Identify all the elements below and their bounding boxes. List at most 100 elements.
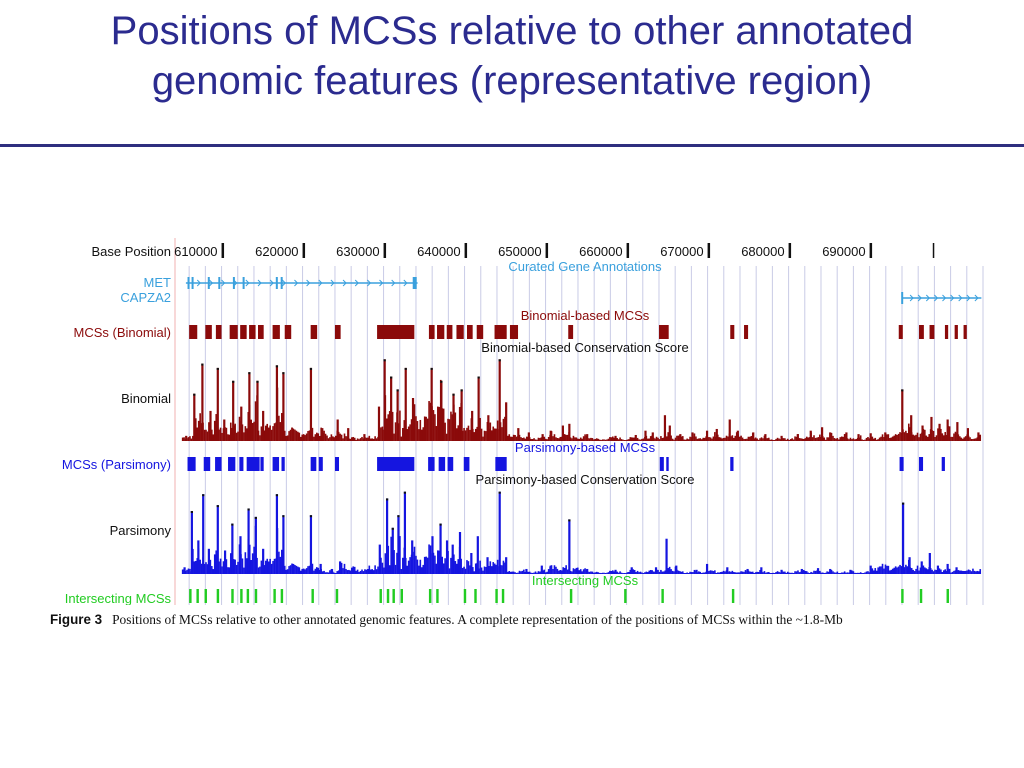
- parsimony-score-bar: [278, 551, 280, 574]
- binomial-score-bar: [434, 414, 436, 441]
- binomial-score-bar: [595, 438, 598, 441]
- parsimony-score-bar: [556, 568, 559, 574]
- parsimony-mcs-block: [260, 457, 264, 471]
- parsimony-score-bar: [816, 570, 818, 574]
- parsimony-score-bar: [601, 572, 604, 574]
- binomial-score-bar: [368, 435, 371, 441]
- axis-tick: [869, 243, 873, 258]
- binomial-score-bar: [416, 421, 419, 441]
- parsimony-score-bar: [805, 571, 808, 574]
- binomial-score-bar: [930, 416, 933, 441]
- binomial-score-bar: [490, 430, 493, 441]
- binomial-score-bar: [878, 437, 881, 441]
- gene-met-exon: [412, 277, 417, 289]
- binomial-score-bar: [859, 435, 862, 441]
- parsimony-score-bar: [891, 568, 894, 574]
- binomial-score-bar: [840, 436, 843, 441]
- binomial-score-bar: [308, 430, 311, 441]
- binomial-score-bar: [906, 433, 909, 441]
- parsimony-score-bar: [525, 568, 528, 574]
- parsimony-score-bar: [716, 572, 719, 574]
- binomial-score-bar: [561, 425, 564, 441]
- binomial-score-bar: [411, 398, 415, 441]
- binomial-score-bar: [541, 434, 544, 441]
- score-peak-cap: [430, 367, 433, 370]
- parsimony-score-bar: [751, 571, 754, 574]
- gene-strand-arrow: [196, 279, 201, 287]
- parsimony-mcs-block: [228, 457, 236, 471]
- binomial-score-bar: [396, 389, 399, 441]
- intersecting-mcs-block: [246, 589, 250, 603]
- binomial-score-bar: [387, 414, 390, 441]
- parsimony-score-bar: [692, 572, 694, 574]
- binomial-score-bar: [479, 417, 481, 441]
- axis-tick: [626, 243, 630, 258]
- gene-strand-arrow: [917, 294, 922, 302]
- axis-tick: [464, 243, 468, 258]
- binomial-score-bar: [950, 436, 952, 441]
- binomial-score-bar: [768, 437, 770, 441]
- parsimony-score-bar: [342, 568, 344, 574]
- binomial-score-bar: [477, 376, 480, 441]
- binomial-score-bar: [784, 438, 786, 441]
- binomial-score-bar: [809, 430, 812, 441]
- binomial-score-bar: [738, 436, 741, 441]
- parsimony-score-bar: [840, 572, 843, 574]
- binomial-score-bar: [201, 363, 204, 441]
- parsimony-score-bar: [738, 572, 741, 574]
- parsimony-score-bar: [785, 572, 788, 574]
- binomial-score-bar: [442, 408, 445, 441]
- parsimony-score-bar: [241, 558, 244, 574]
- binomial-score-bar: [677, 435, 680, 441]
- parsimony-score-bar: [495, 564, 497, 574]
- intersecting-mcs-block: [240, 589, 243, 603]
- binomial-score-bar: [681, 436, 684, 441]
- parsimony-score-bar: [606, 572, 608, 574]
- binomial-mcs-block: [919, 325, 924, 339]
- parsimony-score-bar: [425, 556, 427, 574]
- binomial-score-bar: [801, 438, 804, 441]
- binomial-score-bar: [487, 415, 490, 441]
- binomial-score-bar: [907, 423, 910, 441]
- binomial-score-bar: [851, 439, 853, 441]
- label-mcs-binomial: MCSs (Binomial): [73, 325, 171, 340]
- binomial-score-bar: [347, 428, 350, 441]
- binomial-score-bar: [193, 393, 196, 441]
- parsimony-score-bar: [346, 570, 349, 574]
- binomial-score-bar: [691, 432, 694, 441]
- parsimony-score-bar: [292, 563, 295, 574]
- score-peak-cap: [193, 393, 196, 396]
- parsimony-score-bar: [780, 569, 783, 574]
- gene-met-exon: [191, 277, 194, 289]
- parsimony-score-bar: [671, 570, 674, 574]
- binomial-score-bar: [225, 427, 228, 441]
- parsimony-score-bar: [646, 572, 649, 574]
- binomial-score-bar: [642, 438, 645, 441]
- binomial-score-bar: [940, 428, 942, 441]
- parsimony-score-bar: [399, 536, 401, 574]
- binomial-score-bar: [560, 436, 563, 441]
- parsimony-score-bar: [823, 572, 826, 574]
- binomial-score-bar: [928, 434, 931, 441]
- gene-strand-arrow: [269, 279, 274, 287]
- parsimony-score-bar: [183, 567, 186, 574]
- parsimony-score-bar: [190, 511, 193, 574]
- intersecting-mcs-block: [661, 589, 664, 603]
- binomial-score-bar: [438, 406, 441, 441]
- score-peak-cap: [452, 393, 455, 396]
- parsimony-score-bar: [437, 550, 439, 574]
- parsimony-score-bar: [394, 564, 397, 574]
- binomial-score-bar: [447, 418, 449, 441]
- binomial-mcs-block: [944, 325, 949, 339]
- axis-tick-label: 630000: [336, 244, 379, 259]
- parsimony-score-bar: [216, 505, 219, 574]
- score-peak-cap: [498, 491, 501, 494]
- binomial-score-bar: [263, 430, 266, 441]
- label-parsimony: Parsimony: [110, 523, 172, 538]
- parsimony-score-bar: [773, 573, 776, 574]
- parsimony-score-bar: [872, 570, 875, 574]
- parsimony-score-bar: [629, 569, 632, 574]
- binomial-score-bar: [234, 423, 236, 441]
- parsimony-score-bar: [942, 570, 945, 574]
- binomial-score-bar: [333, 437, 336, 441]
